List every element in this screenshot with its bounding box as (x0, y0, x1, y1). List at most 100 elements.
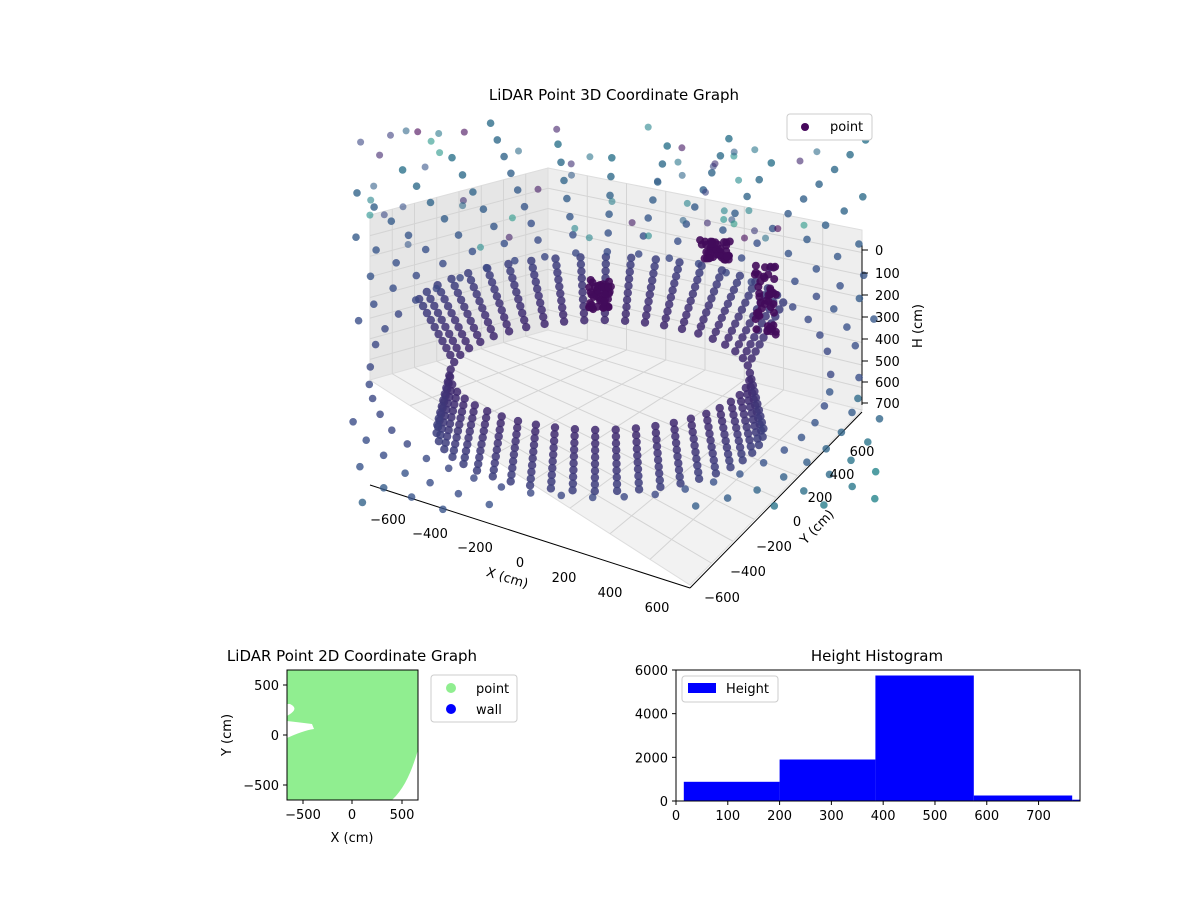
data-point-3d (506, 266, 515, 276)
data-point-3d (577, 267, 586, 276)
legend-3d: point (786, 113, 873, 141)
data-point-3d (722, 443, 732, 452)
data-point-3d (754, 270, 763, 279)
data-point-3d (557, 491, 566, 500)
data-point-3d (376, 151, 384, 159)
data-point-3d (716, 152, 725, 160)
data-point-3d (522, 322, 531, 332)
data-point-3d (464, 269, 473, 278)
data-point-3d (559, 310, 568, 319)
x-tick: 0 (516, 556, 524, 571)
x-tick: 400 (871, 809, 896, 824)
data-point-3d (514, 294, 523, 304)
data-point-3d (497, 306, 506, 315)
data-point-3d (512, 430, 521, 439)
data-point-3d (451, 393, 460, 403)
data-point-3d (871, 467, 880, 476)
data-point-3d (559, 317, 569, 326)
data-point-3d (513, 416, 523, 426)
data-point-3d (681, 485, 689, 493)
data-point-3d (748, 448, 757, 457)
data-point-3d (426, 478, 434, 487)
data-point-3d (466, 420, 476, 430)
data-point-3d (705, 429, 714, 438)
data-point-3d (651, 255, 660, 264)
data-point-3d (640, 318, 650, 327)
data-point-3d (855, 373, 863, 382)
data-point-3d (612, 466, 621, 475)
data-point-3d (736, 470, 744, 478)
data-point-3d (412, 271, 421, 280)
data-point-3d (731, 347, 740, 356)
data-point-3d (745, 319, 754, 328)
data-point-3d (855, 294, 864, 303)
data-point-3d (468, 414, 477, 423)
data-point-3d (433, 308, 443, 318)
data-point-3d (679, 216, 687, 224)
data-point-3d (553, 268, 562, 277)
data-point-3d (612, 486, 622, 496)
histogram-bars (683, 675, 1080, 801)
data-point-3d (477, 440, 486, 449)
data-point-3d (771, 290, 780, 299)
data-point-3d (548, 457, 557, 466)
data-point-3d (577, 274, 586, 283)
data-point-3d (693, 461, 702, 470)
y-tick: 600 (850, 445, 875, 460)
data-point-3d (437, 315, 446, 325)
z-ticks-3d: 0 100 200 300 400 500 600 700 (875, 244, 900, 412)
data-point-3d (686, 296, 695, 306)
data-point-3d (755, 292, 764, 301)
data-point-3d (566, 212, 574, 221)
data-point-3d (703, 219, 711, 227)
data-point-3d (490, 222, 498, 231)
data-point-3d (744, 291, 753, 300)
data-point-3d (668, 286, 677, 295)
data-point-3d (590, 459, 600, 469)
y-ticks-3d: −600 −400 −200 0 200 400 600 (704, 445, 874, 606)
data-point-3d (479, 426, 488, 436)
x-ticks-3d: −600 −400 −200 0 200 400 600 (370, 513, 669, 616)
data-point-3d (752, 325, 761, 334)
data-point-3d (678, 144, 686, 152)
data-point-3d (736, 397, 746, 406)
data-point-3d (714, 320, 723, 329)
data-point-3d (485, 500, 494, 509)
data-point-3d (645, 290, 654, 299)
data-point-3d (450, 316, 460, 325)
chart-2d-title: LiDAR Point 2D Coordinate Graph (227, 647, 477, 665)
data-point-3d (422, 454, 431, 463)
data-point-3d (709, 478, 718, 486)
data-point-3d (645, 232, 652, 240)
data-point-3d (739, 410, 749, 419)
data-point-3d (612, 459, 621, 468)
data-point-3d (469, 323, 479, 333)
data-point-3d (651, 428, 661, 438)
data-point-3d (529, 440, 539, 450)
data-point-3d (654, 177, 661, 185)
data-point-3d (447, 413, 456, 422)
data-point-3d (677, 324, 687, 334)
data-point-3d (730, 148, 738, 156)
data-point-3d (670, 425, 679, 434)
data-point-3d (779, 298, 788, 307)
data-point-3d (401, 469, 409, 478)
data-point-3d (504, 327, 514, 336)
data-point-3d (738, 456, 747, 465)
data-point-3d (756, 298, 765, 307)
data-point-3d (663, 142, 671, 150)
histogram-bar (779, 759, 876, 801)
data-point-3d (716, 410, 726, 419)
data-point-3d (549, 450, 558, 459)
data-point-3d (555, 282, 564, 291)
data-point-3d (513, 423, 522, 432)
data-point-3d (579, 309, 589, 318)
data-point-3d (691, 447, 700, 457)
data-point-3d (508, 457, 518, 466)
data-point-3d (751, 428, 761, 437)
data-point-3d (421, 245, 430, 254)
x-tick: 100 (715, 809, 740, 824)
data-point-3d (612, 452, 621, 462)
data-point-3d (871, 494, 879, 503)
data-point-3d (520, 202, 529, 211)
